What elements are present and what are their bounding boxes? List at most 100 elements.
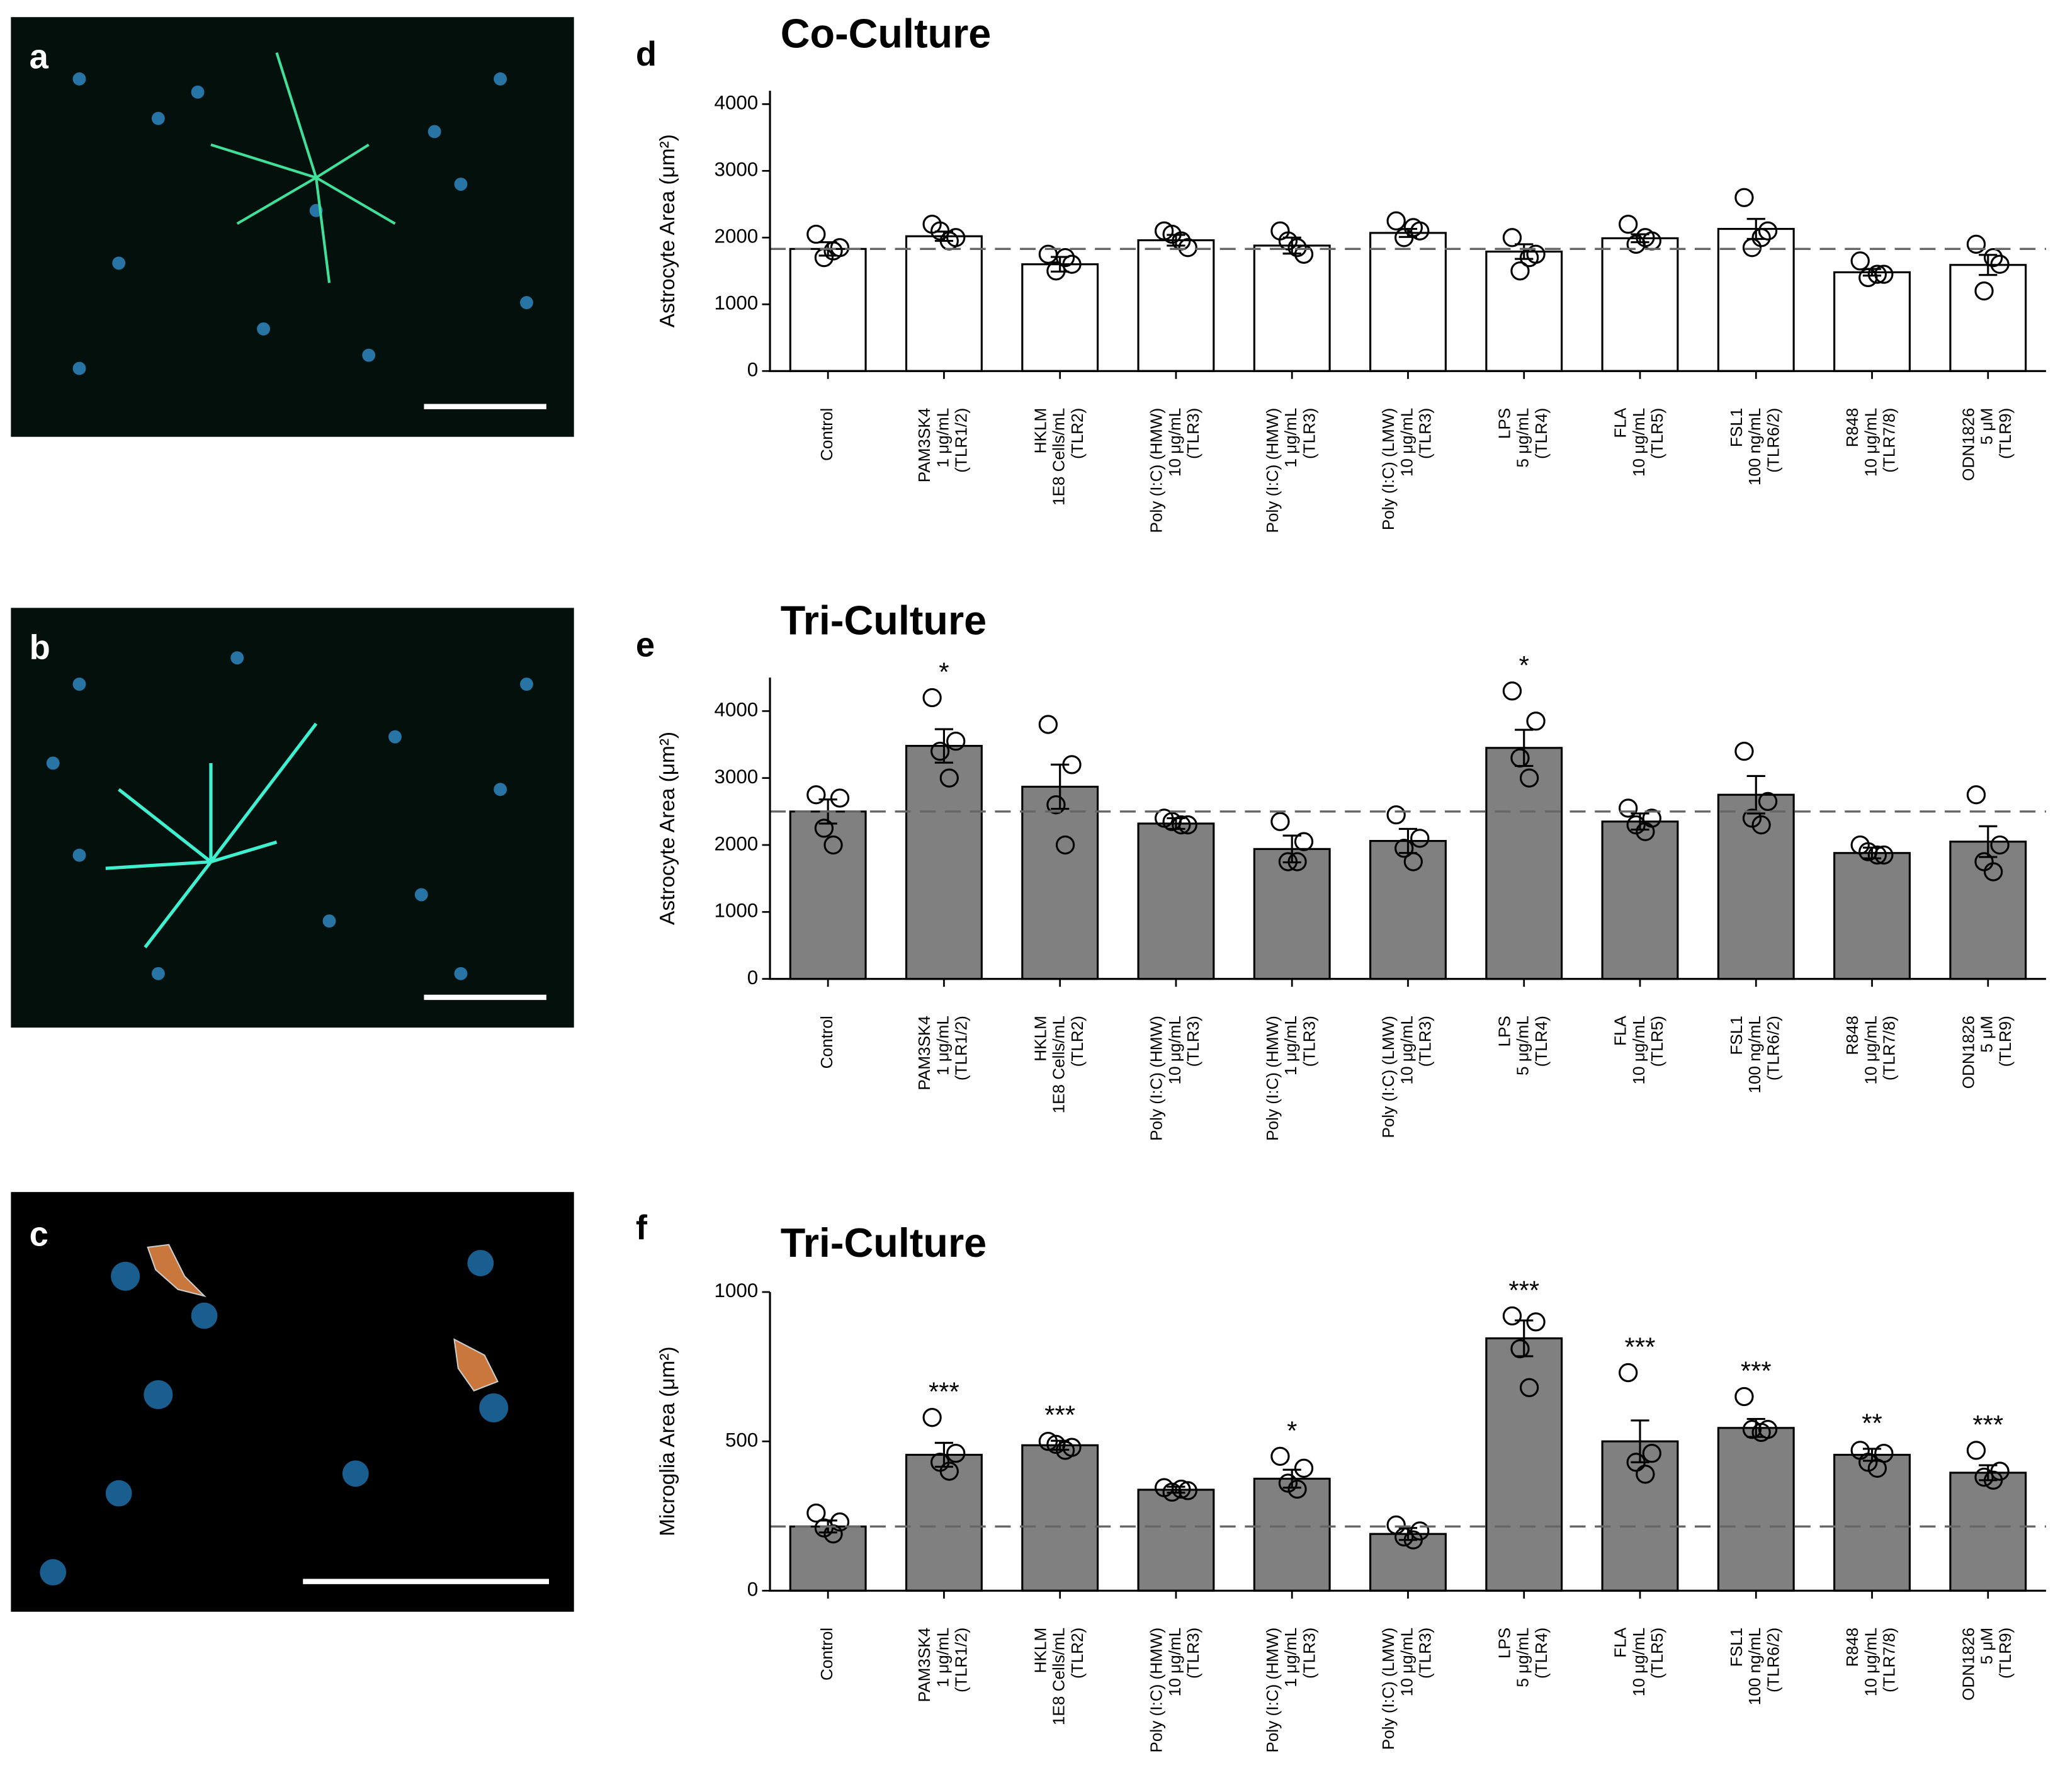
x-tick-label: 100 ng/mL xyxy=(1745,1628,1764,1705)
data-point xyxy=(1742,1420,1762,1439)
data-point xyxy=(1734,741,1754,761)
x-tick-label: PAM3SK4 xyxy=(915,408,934,483)
data-point xyxy=(1038,1431,1058,1451)
data-point xyxy=(1636,228,1655,247)
x-tick-label: HKLM xyxy=(1031,408,1049,454)
x-tick-label: ODN1826 xyxy=(1959,1016,1977,1089)
x-tick-label: (TLR7/8) xyxy=(1880,1016,1899,1080)
x-tick-label: 1 μg/mL xyxy=(933,1628,952,1687)
x-tick-label: (TLR6/2) xyxy=(1763,1628,1782,1693)
x-tick-label: Poly (I:C) (HMW) xyxy=(1147,1628,1166,1753)
data-point xyxy=(922,1408,942,1427)
x-tick-label: FLA xyxy=(1611,407,1630,438)
data-point xyxy=(1619,214,1638,234)
bar xyxy=(789,1525,867,1592)
x-tick-label: (TLR7/8) xyxy=(1880,1628,1899,1693)
x-tick-label: (TLR3) xyxy=(1416,1628,1435,1679)
data-point xyxy=(1858,842,1878,861)
panel-letter: f xyxy=(636,1208,648,1247)
data-point xyxy=(1178,238,1197,258)
x-tick-label: (TLR1/2) xyxy=(952,1016,971,1080)
x-tick-label: 5 μM xyxy=(1977,1628,1996,1665)
data-point xyxy=(1038,715,1058,734)
x-tick-label: 1E8 Cells/mL xyxy=(1049,408,1068,506)
x-tick-label: LPS xyxy=(1495,1016,1513,1046)
y-tick-label: 3000 xyxy=(715,159,759,181)
x-tick-label: (TLR4) xyxy=(1532,408,1551,459)
x-tick-label: R848 xyxy=(1843,1628,1862,1667)
bar xyxy=(1137,822,1215,980)
bar xyxy=(1833,852,1911,980)
y-tick-label: 3000 xyxy=(715,766,759,788)
bar xyxy=(1021,263,1099,372)
data-point xyxy=(1642,1443,1661,1463)
y-axis-label: Astrocyte Area (μm²) xyxy=(656,134,679,327)
x-tick-label: PAM3SK4 xyxy=(915,1628,934,1703)
y-tick-label: 500 xyxy=(725,1429,758,1451)
data-point xyxy=(1055,835,1075,855)
bar xyxy=(1137,239,1215,372)
x-tick-label: Poly (I:C) (HMW) xyxy=(1147,1016,1166,1141)
x-tick-label: (TLR9) xyxy=(1996,1016,2015,1067)
axes xyxy=(769,678,2046,980)
x-tick-label: (TLR5) xyxy=(1648,1016,1666,1067)
data-point xyxy=(1990,835,2010,855)
data-point xyxy=(814,1518,834,1538)
data-point xyxy=(1386,211,1406,230)
data-point xyxy=(814,819,834,838)
bar xyxy=(1949,1472,2027,1592)
bar xyxy=(1253,1477,1331,1592)
data-point xyxy=(1619,798,1638,818)
x-tick-label: Poly (I:C) (LMW) xyxy=(1379,1016,1398,1138)
x-tick-label: 10 μg/mL xyxy=(1397,408,1416,477)
x-tick-label: (TLR4) xyxy=(1532,1016,1551,1067)
data-point xyxy=(1636,1465,1655,1484)
bar xyxy=(1369,232,1447,372)
data-point xyxy=(1758,221,1778,241)
data-point xyxy=(1983,1470,2003,1490)
x-tick-label: (TLR3) xyxy=(1184,1016,1202,1067)
data-point xyxy=(1403,1530,1423,1550)
x-tick-label: (TLR6/2) xyxy=(1763,408,1782,473)
x-tick-label: (TLR3) xyxy=(1299,1016,1318,1067)
data-point xyxy=(1510,748,1530,768)
data-point xyxy=(1287,238,1307,258)
x-tick-label: (TLR6/2) xyxy=(1763,1016,1782,1080)
x-tick-label: (TLR5) xyxy=(1648,1628,1666,1679)
x-tick-label: ODN1826 xyxy=(1959,408,1977,481)
data-point xyxy=(1626,1453,1646,1472)
bar xyxy=(1253,848,1331,980)
data-point xyxy=(1983,247,2003,268)
data-point xyxy=(1734,1387,1754,1407)
data-point xyxy=(1178,1481,1197,1500)
bar xyxy=(1601,237,1679,372)
data-point xyxy=(806,785,826,805)
x-tick-label: 10 μg/mL xyxy=(1165,408,1184,477)
bar xyxy=(1253,244,1331,372)
data-point xyxy=(1287,852,1307,871)
data-point xyxy=(1751,1422,1771,1443)
data-point xyxy=(830,788,850,808)
x-tick-label: Poly (I:C) (HMW) xyxy=(1147,408,1166,533)
x-tick-label: 1 μg/mL xyxy=(933,408,952,468)
data-point xyxy=(1294,244,1314,264)
data-point xyxy=(1386,1515,1406,1535)
x-tick-label: (TLR2) xyxy=(1068,408,1087,459)
bar xyxy=(1485,1337,1563,1592)
data-point xyxy=(1403,852,1423,871)
x-tick-label: (TLR4) xyxy=(1532,1628,1551,1679)
panel-letter: c xyxy=(30,1215,48,1254)
y-tick-label: 2000 xyxy=(715,832,759,854)
x-tick-label: Poly (I:C) (HMW) xyxy=(1263,408,1282,533)
panel-letter: a xyxy=(30,37,49,76)
data-point xyxy=(1278,1473,1298,1493)
data-point xyxy=(1636,822,1655,841)
data-point xyxy=(1403,218,1423,237)
bar xyxy=(1021,1444,1099,1592)
data-point xyxy=(1758,791,1778,812)
data-point xyxy=(1046,795,1066,815)
bar xyxy=(905,745,983,980)
x-tick-label: Poly (I:C) (HMW) xyxy=(1263,1016,1282,1141)
chart-title: Tri-Culture xyxy=(781,598,987,644)
